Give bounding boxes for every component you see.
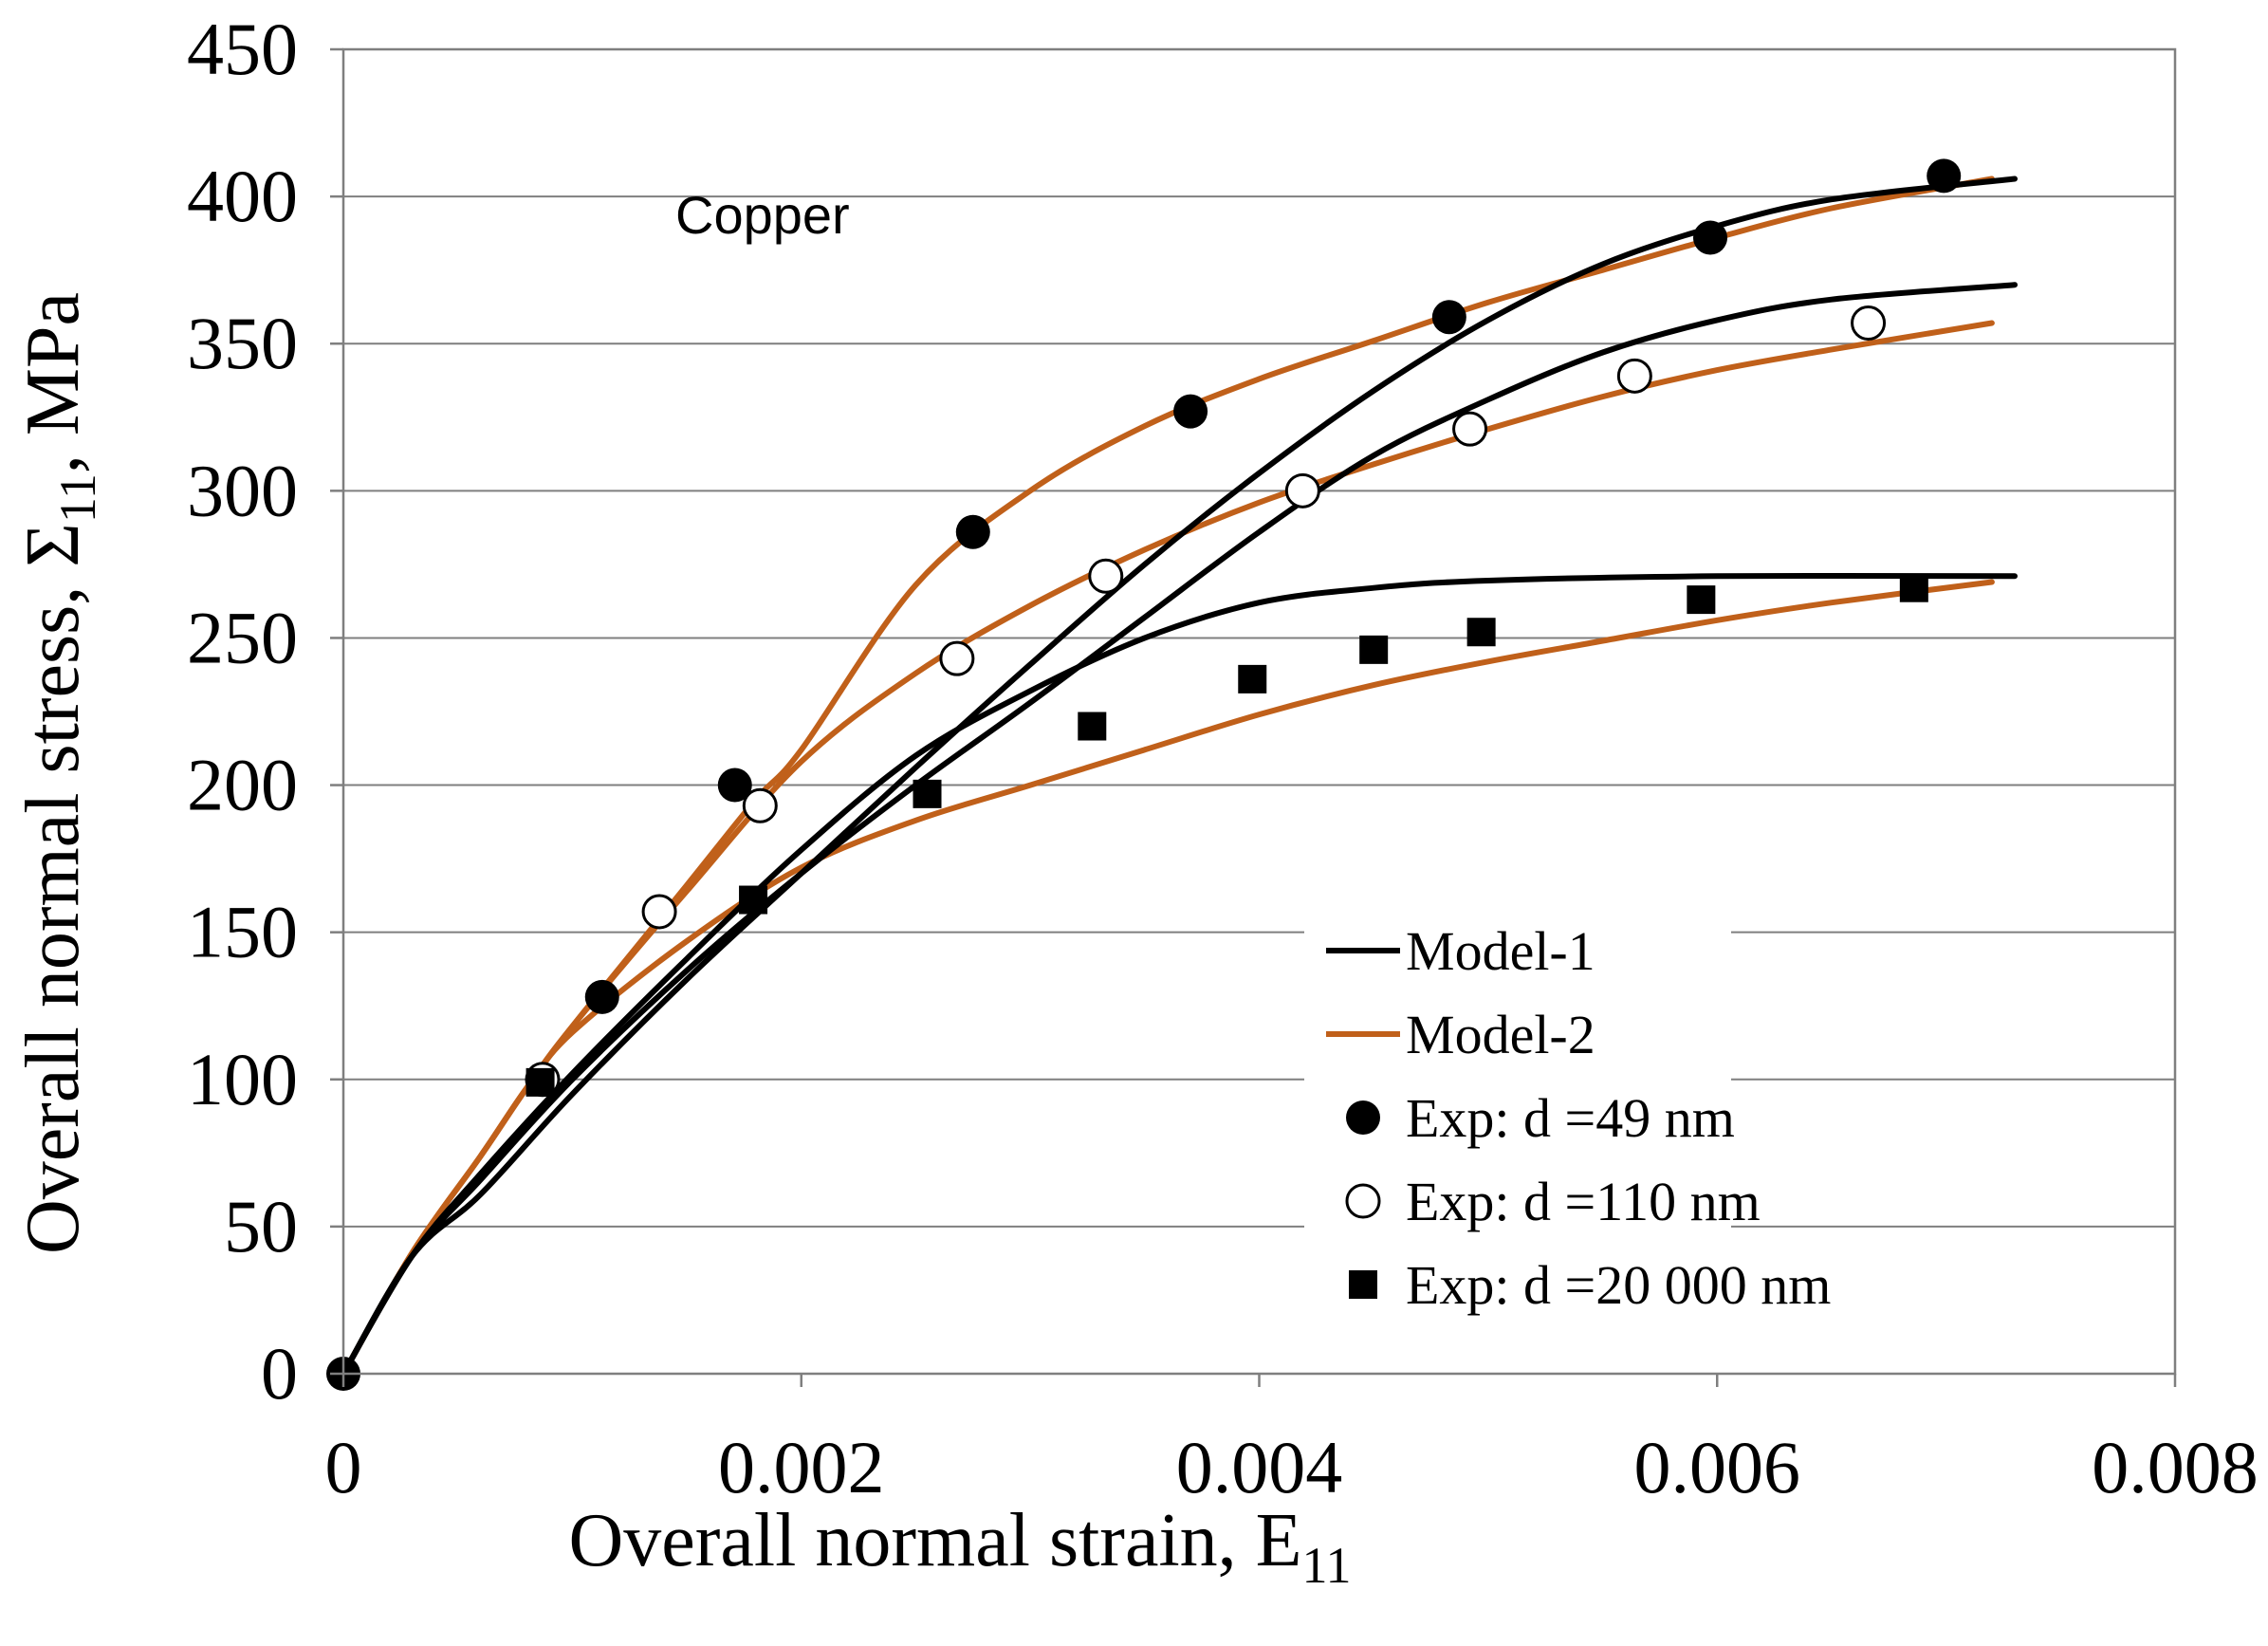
- exp-open-circle-point: [742, 787, 778, 823]
- y-tick-label: 300: [187, 449, 298, 531]
- exp-filled-circle-point: [717, 768, 752, 803]
- exp-filled-circle-point: [584, 979, 619, 1014]
- exp-filled-circle-point: [1431, 300, 1466, 335]
- exp-filled-square-point: [1359, 635, 1389, 664]
- x-tick-label: 0.006: [1634, 1426, 1801, 1508]
- y-tick-label: 200: [187, 744, 298, 826]
- x-axis-title-main: Overall normal strain, E: [568, 1499, 1301, 1582]
- y-tick-label: 100: [187, 1038, 298, 1120]
- model-1-curve: [341, 282, 2018, 1377]
- exp-open-circle-point: [1452, 411, 1488, 447]
- x-tick-label: 0.004: [1176, 1426, 1343, 1508]
- x-tick-label: 0: [325, 1426, 362, 1508]
- legend-entry: Model-1: [1326, 920, 1595, 982]
- exp-filled-square-point: [739, 885, 768, 915]
- exp-filled-square-point: [1687, 585, 1716, 615]
- y-axis-title: Overall normal stress, Σ11, MPa: [11, 292, 106, 1254]
- legend-entry: Model-2: [1326, 1004, 1595, 1065]
- legend-marker-swatch: [1345, 1183, 1381, 1219]
- exp-open-circle-point: [939, 640, 975, 676]
- y-axis-title-main: Overall normal stress, Σ: [11, 523, 95, 1254]
- legend: Model-1 Model-2 Exp: d =49 nm Exp: d =110 n…: [1304, 911, 1831, 1328]
- exp-filled-square-point: [1078, 712, 1107, 741]
- plot-frame: [330, 47, 2177, 1387]
- exp-filled-circle-point: [1693, 220, 1728, 255]
- model-1-curve: [341, 572, 2018, 1377]
- y-tick-label: 350: [187, 302, 298, 384]
- y-axis-title-unit: , MPa: [11, 292, 95, 473]
- exp-filled-square-point: [526, 1067, 555, 1097]
- x-tick-label: 0.002: [718, 1426, 885, 1508]
- exp-filled-square-point: [1238, 664, 1267, 694]
- exp-open-circle-point: [1284, 472, 1320, 509]
- x-tick-label: 0.008: [2092, 1426, 2259, 1508]
- exp-open-circle-point: [1088, 558, 1124, 594]
- y-tick-label: 400: [187, 155, 298, 237]
- exp-filled-square-point: [1466, 618, 1496, 647]
- legend-label: Exp: d =49 nm: [1406, 1087, 1735, 1149]
- legend-entry: Exp: d =49 nm: [1346, 1087, 1735, 1149]
- model-1-curve: [341, 176, 2018, 1377]
- plot-area-border: [341, 47, 2177, 1376]
- exp-open-circle-point: [1851, 305, 1887, 342]
- exp-filled-square-point: [913, 779, 942, 808]
- legend-marker-swatch: [1346, 1100, 1380, 1135]
- y-tick-label: 150: [187, 891, 298, 973]
- legend-entry: Exp: d =110 nm: [1345, 1171, 1761, 1232]
- x-axis-title-subscript: 11: [1302, 1537, 1352, 1594]
- y-tick-label: 450: [187, 8, 298, 90]
- exp-filled-circle-point: [1927, 158, 1962, 194]
- legend-label: Exp: d =110 nm: [1406, 1171, 1761, 1232]
- tick-labels: 0 50 100 150 200 250 300 350 400 450 0 0.002 0.004 0.…: [187, 8, 2259, 1508]
- material-annotation: Copper: [675, 185, 850, 245]
- experimental-points: [326, 158, 1962, 1391]
- legend-label: Exp: d =20 000 nm: [1406, 1254, 1831, 1316]
- exp-open-circle-point: [1616, 358, 1652, 394]
- y-tick-label: 50: [224, 1185, 298, 1267]
- exp-filled-circle-point: [955, 514, 990, 549]
- y-axis-title-subscript: 11: [49, 473, 106, 523]
- legend-marker-swatch: [1349, 1270, 1377, 1299]
- x-axis-title: Overall normal strain, E11: [568, 1499, 1351, 1594]
- y-tick-label: 0: [261, 1332, 298, 1415]
- exp-filled-circle-point: [1173, 394, 1208, 429]
- exp-filled-square-point: [1899, 573, 1928, 602]
- legend-label: Model-2: [1406, 1004, 1595, 1065]
- exp-open-circle-point: [641, 894, 677, 930]
- y-tick-label: 250: [187, 596, 298, 678]
- legend-label: Model-1: [1406, 920, 1595, 982]
- legend-entry: Exp: d =20 000 nm: [1349, 1254, 1831, 1316]
